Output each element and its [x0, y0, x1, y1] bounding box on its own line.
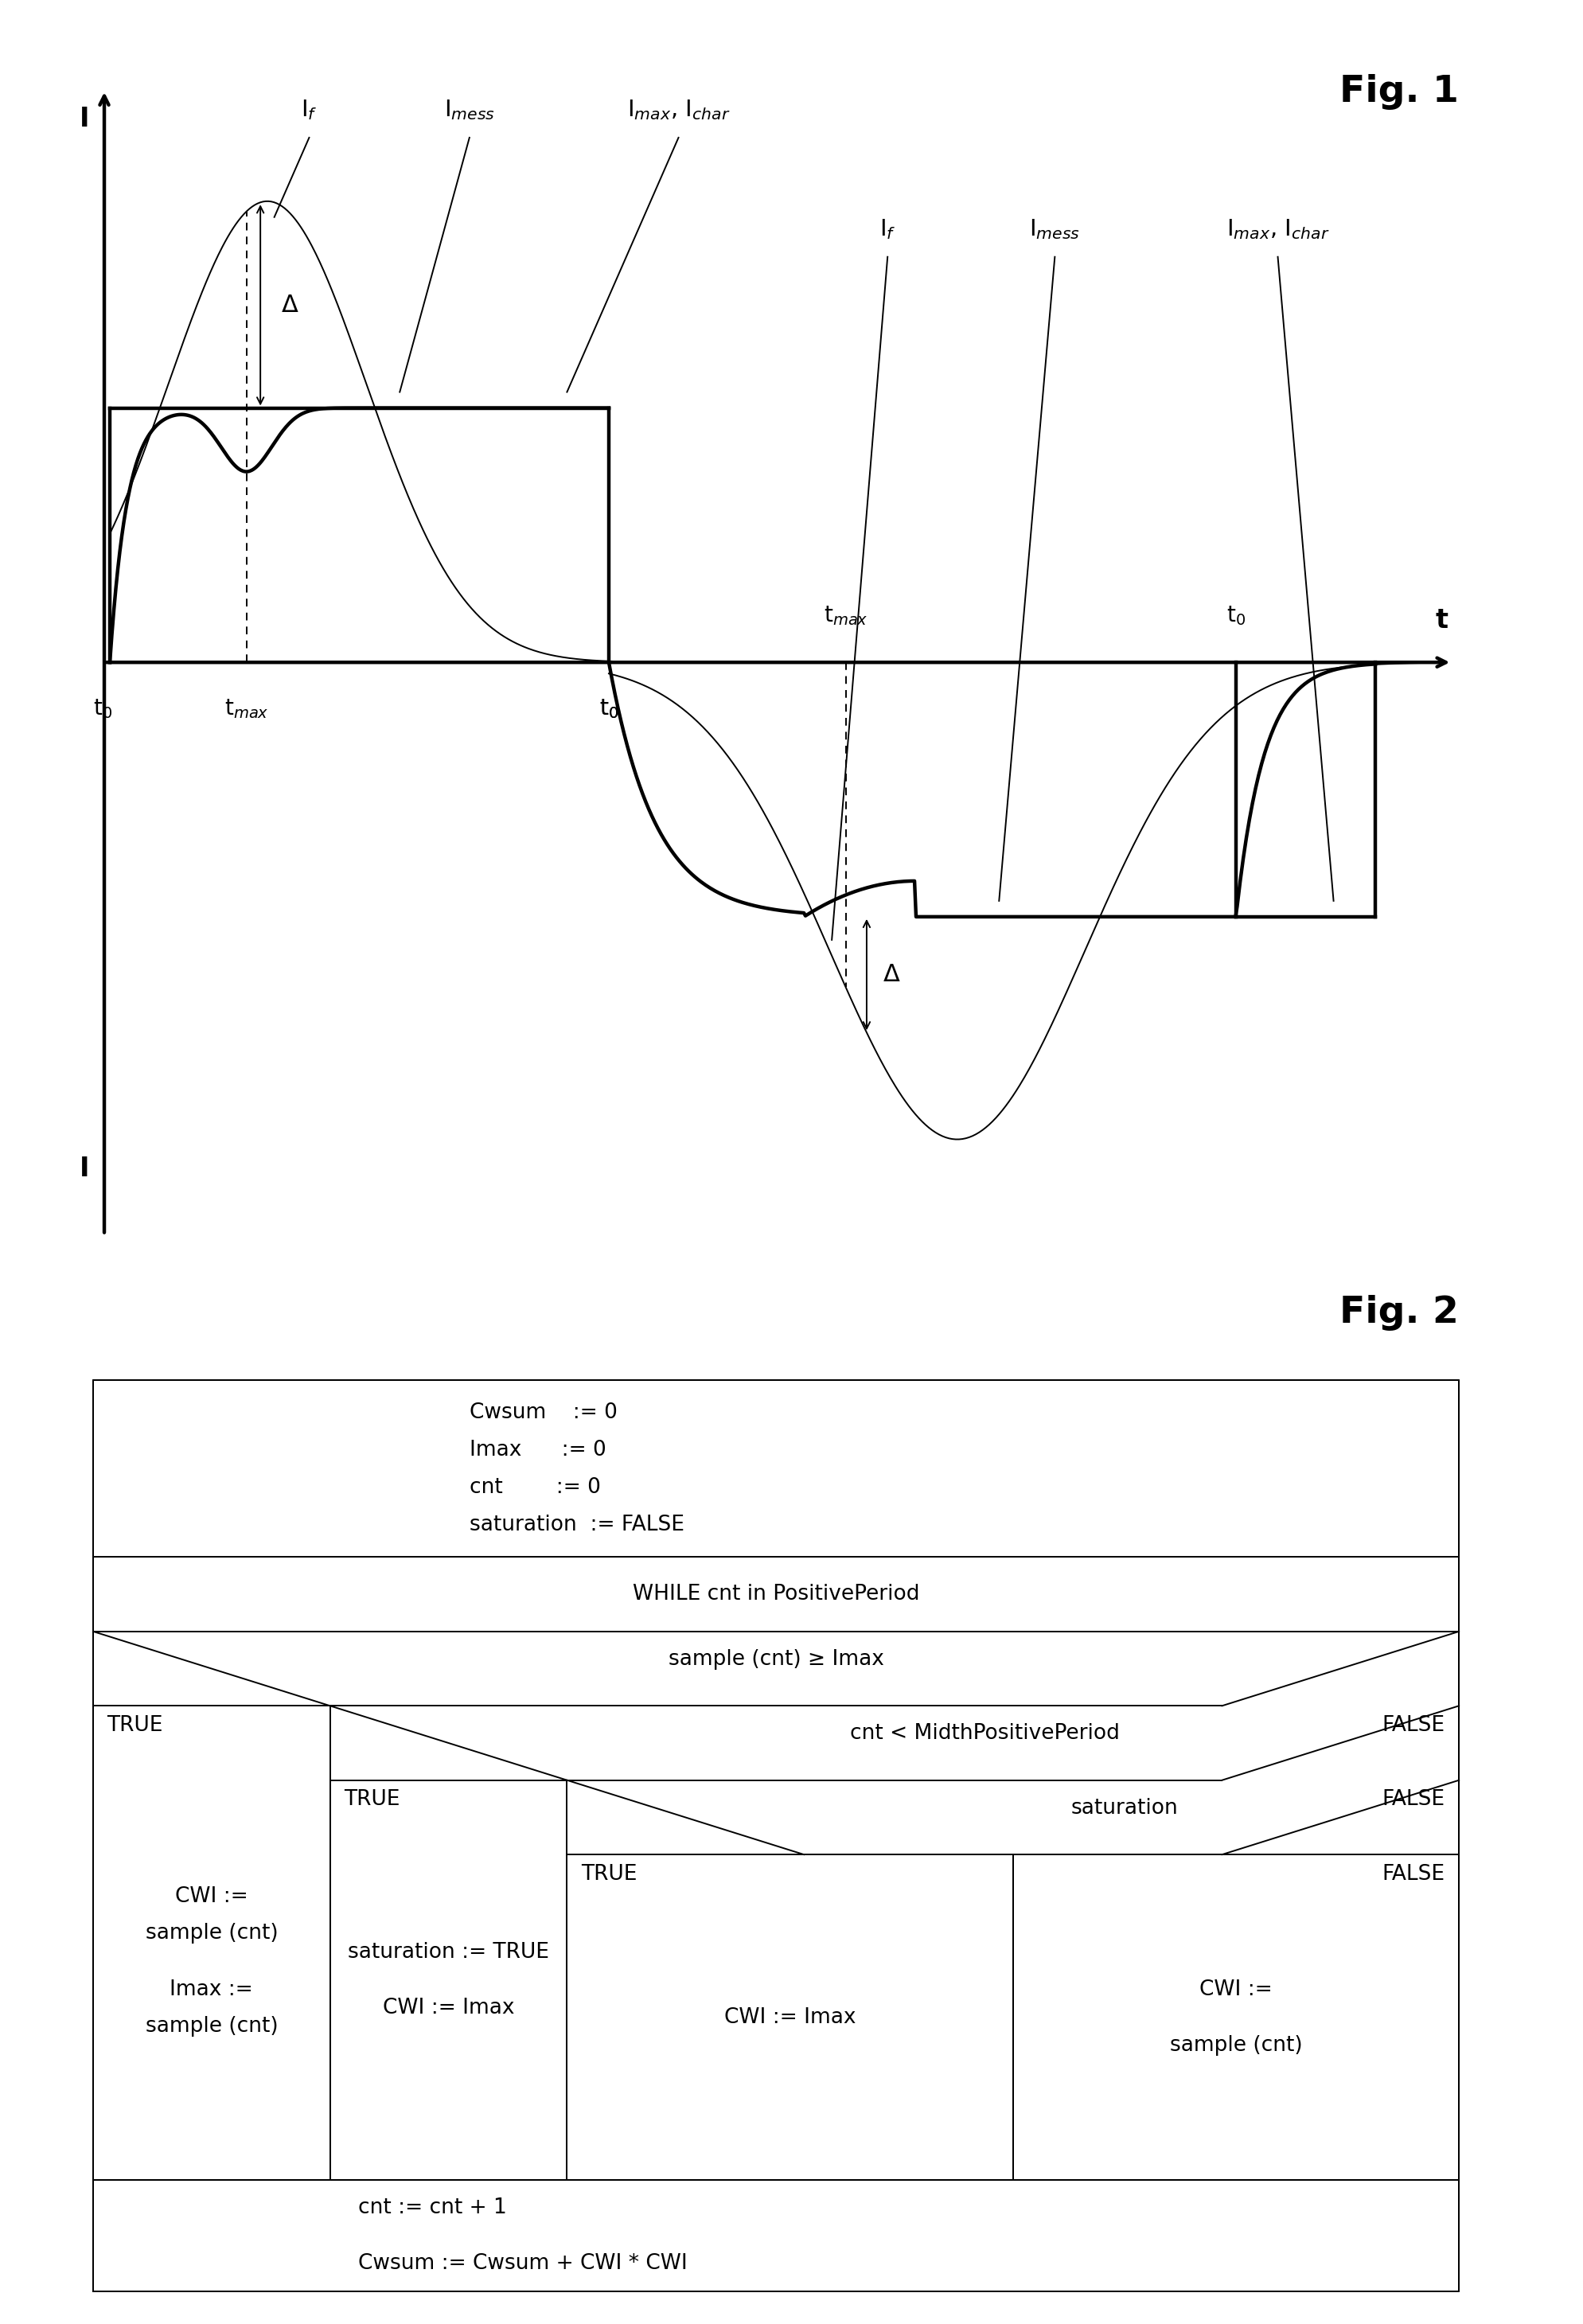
Text: cnt < MidthPositivePeriod: cnt < MidthPositivePeriod	[850, 1724, 1119, 1743]
Text: TRUE: TRUE	[344, 1789, 400, 1810]
Text: t$_0$: t$_0$	[598, 697, 617, 720]
Text: FALSE: FALSE	[1382, 1715, 1444, 1736]
Text: saturation  := FALSE: saturation := FALSE	[469, 1515, 684, 1534]
Text: t$_0$: t$_0$	[93, 697, 112, 720]
Text: I: I	[79, 107, 89, 132]
Text: cnt        := 0: cnt := 0	[469, 1478, 600, 1497]
Text: sample (cnt): sample (cnt)	[1170, 2036, 1301, 2054]
Text: sample (cnt): sample (cnt)	[146, 2017, 277, 2036]
Text: Imax      := 0: Imax := 0	[469, 1441, 606, 1459]
Text: CWI :=: CWI :=	[176, 1887, 249, 1906]
Text: I$_{max}$, I$_{char}$: I$_{max}$, I$_{char}$	[1225, 216, 1328, 242]
Text: t$_0$: t$_0$	[1225, 604, 1244, 627]
Text: Δ: Δ	[883, 962, 899, 985]
Text: TRUE: TRUE	[581, 1864, 636, 1885]
Text: CWI := Imax: CWI := Imax	[383, 1999, 514, 2017]
Text: I$_{mess}$: I$_{mess}$	[1029, 216, 1080, 242]
Text: CWI :=: CWI :=	[1198, 1980, 1271, 1999]
Text: I$_{max}$, I$_{char}$: I$_{max}$, I$_{char}$	[627, 98, 730, 121]
Text: I$_{mess}$: I$_{mess}$	[443, 98, 495, 121]
Text: saturation: saturation	[1070, 1799, 1178, 1817]
Text: cnt := cnt + 1: cnt := cnt + 1	[358, 2199, 507, 2217]
Text: saturation := TRUE: saturation := TRUE	[348, 1943, 549, 1961]
Text: FALSE: FALSE	[1382, 1864, 1444, 1885]
Text: sample (cnt) ≥ Imax: sample (cnt) ≥ Imax	[668, 1650, 883, 1669]
Text: Cwsum := Cwsum + CWI * CWI: Cwsum := Cwsum + CWI * CWI	[358, 2254, 687, 2273]
Text: Cwsum    := 0: Cwsum := 0	[469, 1404, 617, 1422]
Text: TRUE: TRUE	[108, 1715, 163, 1736]
Text: CWI := Imax: CWI := Imax	[723, 2008, 855, 2027]
Text: sample (cnt): sample (cnt)	[146, 1924, 277, 1943]
Text: I$_f$: I$_f$	[301, 98, 317, 121]
Text: t$_{max}$: t$_{max}$	[823, 604, 867, 627]
Text: I$_f$: I$_f$	[879, 216, 896, 242]
Text: Fig. 1: Fig. 1	[1339, 74, 1458, 109]
Text: t: t	[1434, 607, 1447, 634]
Text: WHILE cnt in PositivePeriod: WHILE cnt in PositivePeriod	[632, 1585, 920, 1604]
Text: Fig. 2: Fig. 2	[1339, 1294, 1458, 1332]
Text: FALSE: FALSE	[1382, 1789, 1444, 1810]
Text: I: I	[79, 1155, 89, 1181]
Text: Δ: Δ	[282, 293, 298, 316]
Text: t$_{max}$: t$_{max}$	[225, 697, 269, 720]
Text: t$_0$: t$_0$	[598, 697, 617, 720]
Text: Imax :=: Imax :=	[169, 1980, 253, 1999]
